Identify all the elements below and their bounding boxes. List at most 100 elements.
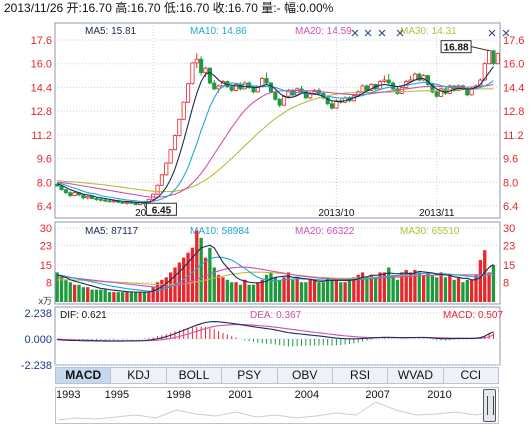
price-tick-right: 17.6 — [503, 35, 524, 47]
tab-psy[interactable]: PSY — [222, 368, 278, 383]
candle-body — [68, 192, 73, 197]
tab-cci[interactable]: CCI — [460, 368, 482, 382]
volume-bar — [107, 292, 112, 302]
volume-bar — [256, 282, 260, 302]
event-marker[interactable] — [488, 29, 496, 37]
volume-bar — [238, 284, 243, 302]
volume-bar — [491, 265, 496, 302]
candle-body — [177, 118, 182, 136]
candle-body — [360, 85, 365, 93]
candle-body — [55, 184, 60, 187]
timeline-drag-handle[interactable] — [483, 389, 496, 422]
volume-tick-left: 30 — [40, 223, 52, 235]
candle-body — [94, 198, 99, 200]
volume-bar — [321, 282, 325, 302]
volume-bar — [312, 279, 317, 302]
candle-body — [399, 87, 404, 94]
volume-bar — [435, 277, 439, 302]
candle-body — [364, 85, 369, 91]
price-tick-right: 16.0 — [503, 59, 524, 71]
volume-tick-right: 15 — [503, 260, 515, 272]
tab-kdj[interactable]: KDJ — [111, 368, 167, 383]
volume-tick-right: 30 — [503, 223, 515, 235]
volume-bar — [448, 274, 452, 302]
volume-bar — [116, 292, 120, 302]
candle-body — [408, 79, 413, 82]
volume-bar — [264, 274, 269, 302]
price-tick-right: 14.4 — [503, 82, 524, 94]
volume-bar — [413, 269, 417, 302]
tab-rsi[interactable]: RSI — [333, 368, 389, 383]
volume-bar — [347, 279, 352, 302]
indicator-tab-bar: MACD KDJ BOLL PSY OBV RSI WVAD CCI — [55, 367, 499, 384]
price-tick-left: 17.6 — [31, 35, 52, 47]
volume-bar — [317, 282, 321, 302]
candle-body — [229, 86, 234, 91]
volume-tick-left: 8 — [46, 277, 52, 289]
event-marker[interactable] — [364, 29, 372, 37]
volume-bar — [387, 267, 391, 302]
candle-body — [72, 192, 77, 197]
volume-bar — [408, 272, 413, 302]
candle-body — [216, 85, 221, 90]
ma-legend-ma20: MA20: 14.59 — [295, 26, 352, 37]
ma-legend-ma5: MA5: 15.81 — [85, 26, 137, 37]
price-tick-right: 11.2 — [503, 130, 524, 142]
candle-body — [281, 95, 287, 106]
event-marker[interactable] — [378, 29, 386, 37]
volume-bar — [286, 272, 291, 302]
volume-bar — [243, 279, 247, 302]
candle-body — [124, 201, 130, 204]
volume-bar — [452, 279, 456, 302]
price-tick-left: 12.8 — [31, 106, 52, 118]
candle-body — [190, 62, 195, 85]
volume-bar — [291, 279, 295, 302]
timeline-year: 2010 — [427, 389, 452, 401]
candle-body — [168, 149, 173, 164]
macd-dea-legend: DEA: 0.367 — [250, 310, 302, 321]
candle-body — [159, 174, 164, 186]
tab-boll[interactable]: BOLL — [167, 368, 223, 383]
volume-bar — [330, 279, 334, 302]
annotation-label: 6.45 — [152, 205, 172, 216]
candle-body — [155, 184, 160, 195]
candle-body — [120, 201, 125, 204]
volume-ma-legend-ma5: MA5: 87117 — [85, 226, 139, 237]
volume-bar — [147, 292, 151, 302]
candle-body — [277, 98, 282, 106]
timeline-year: 1998 — [166, 389, 191, 401]
volume-ma-legend-ma30: MA30: 65510 — [400, 226, 460, 237]
candle-body — [186, 83, 191, 103]
candle-body — [382, 79, 387, 82]
tab-macd[interactable]: MACD — [56, 368, 112, 383]
volume-panel-frame — [54, 221, 501, 305]
volume-bar — [400, 272, 404, 302]
volume-bar — [295, 277, 299, 302]
date-tick-label: 2013/11 — [419, 208, 455, 219]
volume-ma-legend-ma10: MA10: 58984 — [190, 226, 250, 237]
timeline-year: 2001 — [228, 389, 253, 401]
tab-obv[interactable]: OBV — [278, 368, 333, 383]
volume-bar — [186, 252, 190, 302]
event-marker[interactable] — [351, 29, 359, 37]
volume-bar — [112, 292, 116, 302]
volume-bar — [278, 279, 282, 302]
timeline-year: 1993 — [56, 389, 81, 401]
volume-bar — [81, 287, 86, 302]
candle-body — [207, 67, 212, 84]
volume-bar — [382, 272, 387, 302]
event-marker[interactable] — [502, 29, 510, 37]
volume-bar — [339, 282, 343, 302]
candle-body — [491, 50, 496, 65]
event-marker[interactable] — [396, 29, 404, 37]
volume-bar — [164, 277, 168, 302]
tab-wvad[interactable]: WVAD — [388, 368, 444, 383]
timeline-navigator[interactable]: 1993 1995 1998 2001 2004 2007 2010 — [55, 387, 499, 424]
candle-body — [81, 194, 86, 199]
volume-bar — [404, 269, 408, 302]
candle-body — [264, 78, 269, 84]
candle-body — [295, 88, 300, 96]
volume-bar — [352, 277, 356, 302]
candle-body — [133, 202, 138, 205]
